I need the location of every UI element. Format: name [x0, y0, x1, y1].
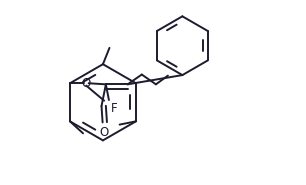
Text: F: F: [111, 102, 117, 115]
Text: O: O: [82, 77, 91, 90]
Text: O: O: [99, 126, 108, 139]
